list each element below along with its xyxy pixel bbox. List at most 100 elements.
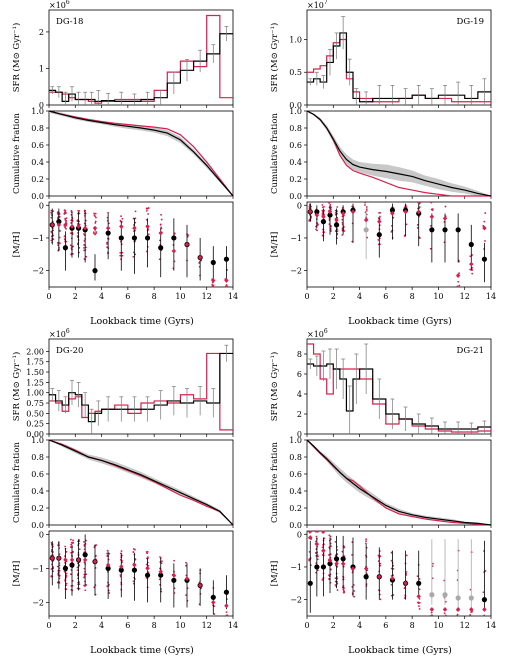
y-tick-label: −1 xyxy=(32,564,44,573)
metallicity-model-point xyxy=(50,222,55,228)
x-tick-label: 12 xyxy=(460,292,470,301)
y-tick-label: 2 xyxy=(297,410,302,419)
metallicity-observed-point xyxy=(62,565,69,572)
y-tick-label: 0.2 xyxy=(31,504,44,513)
metallicity-model-star xyxy=(132,551,135,553)
x-tick-label: 4 xyxy=(99,621,104,630)
metallicity-model-star xyxy=(65,550,68,553)
x-tick-label: 0 xyxy=(304,292,309,301)
metallicity-model-point xyxy=(145,566,150,571)
metallicity-observed-point xyxy=(314,209,320,215)
metallicity-model-star xyxy=(365,206,368,208)
metallicity-model-point xyxy=(363,566,369,571)
metallicity-observed-point xyxy=(363,574,369,580)
metallicity-model-star xyxy=(416,224,419,226)
metallicity-model-star xyxy=(458,284,461,287)
y-axis-label: Cumulative fration xyxy=(270,112,280,193)
metallicity-model-point xyxy=(377,574,382,580)
metallicity-observed-point xyxy=(82,552,88,558)
metallicity-model-point xyxy=(334,561,339,567)
metallicity-model-star xyxy=(377,239,380,241)
metallicity-model-star xyxy=(418,588,421,591)
metallicity-model-point xyxy=(455,273,461,278)
x-tick-label: 2 xyxy=(331,292,336,301)
y-tick-label: 0.0 xyxy=(289,192,302,201)
y-multiplier-exponent: 6 xyxy=(66,328,70,335)
metallicity-model-star xyxy=(392,568,395,570)
metallicity-model-point xyxy=(171,248,177,254)
metallicity-model-point xyxy=(224,603,229,609)
metallicity-model-point xyxy=(69,557,75,563)
metallicity-model-star xyxy=(76,587,79,590)
y-tick-label: 1.0 xyxy=(31,436,44,445)
metallicity-observed-point xyxy=(468,595,474,601)
metallicity-model-star xyxy=(315,530,318,533)
metallicity-model-point xyxy=(63,557,68,563)
cumulative-uncertainty-band xyxy=(49,111,233,196)
metallicity-model-point xyxy=(184,242,190,247)
metallicity-observed-point xyxy=(429,592,435,598)
y-tick-label: 1.25 xyxy=(26,378,44,387)
metallicity-model-star xyxy=(134,217,137,220)
metallicity-model-star xyxy=(342,588,345,591)
metallicity-model-star xyxy=(405,554,408,557)
y-multiplier: ×106 xyxy=(49,0,70,10)
metallicity-model-star xyxy=(93,212,95,215)
metallicity-model-star xyxy=(106,549,109,552)
y-tick-label: 0.4 xyxy=(31,158,44,167)
metallicity-observed-point xyxy=(320,564,327,570)
metallicity-model-star xyxy=(334,577,337,580)
metallicity-model-star xyxy=(78,209,81,212)
metallicity-model-point xyxy=(132,225,137,231)
metallicity-model-star xyxy=(120,550,123,552)
metallicity-model-star xyxy=(70,232,72,235)
metallicity-model-star xyxy=(106,552,109,555)
metallicity-model-star xyxy=(85,573,88,576)
metallicity-model-point xyxy=(321,548,326,554)
metallicity-model-star xyxy=(52,229,55,232)
sfr-observed-line xyxy=(307,363,491,430)
sfr-frame xyxy=(306,9,492,106)
y-tick-label: 0.4 xyxy=(289,487,302,496)
metallicity-model-star xyxy=(76,566,79,569)
metallicity-model-star xyxy=(308,558,311,561)
metallicity-model-point xyxy=(224,278,229,283)
metallicity-model-star xyxy=(334,209,337,212)
metallicity-observed-point xyxy=(131,235,138,241)
metallicity-model-star xyxy=(78,548,81,551)
metallicity-model-star xyxy=(146,552,149,555)
metallicity-model-star xyxy=(84,585,86,588)
metallicity-observed-point xyxy=(468,241,474,248)
metallicity-model-star xyxy=(132,580,135,583)
metallicity-model-star xyxy=(430,224,432,227)
x-tick-label: 14 xyxy=(228,621,238,630)
metallicity-model-star xyxy=(52,567,55,570)
metallicity-model-star xyxy=(121,217,124,220)
y-axis-label: [M/H] xyxy=(12,232,22,258)
metallicity-observed-point xyxy=(429,227,435,233)
metallicity-model-star xyxy=(76,235,79,237)
metallicity-model-star xyxy=(132,217,135,220)
metallicity-model-point xyxy=(119,564,124,570)
metallicity-model-star xyxy=(158,258,161,261)
metallicity-model-star xyxy=(106,246,108,249)
y-tick-label: 0.2 xyxy=(31,175,44,184)
metallicity-model-star xyxy=(430,611,433,614)
metallicity-model-star xyxy=(226,285,229,288)
metallicity-model-star xyxy=(108,552,111,555)
y-axis-label: SFR (M⊙ Gyr⁻¹) xyxy=(269,352,280,422)
metallicity-model-point xyxy=(63,222,68,228)
metallicity-model-point xyxy=(314,212,320,218)
x-tick-label: 14 xyxy=(486,292,496,301)
cumulative-uncertainty-band xyxy=(307,440,491,525)
metallicity-model-point xyxy=(455,607,461,612)
y-tick-label: 6 xyxy=(297,370,302,379)
metallicity-model-point xyxy=(469,261,474,267)
metallicity-model-star xyxy=(328,534,331,537)
cumulative-frame xyxy=(306,110,492,197)
cumulative-uncertainty-band xyxy=(49,440,233,525)
metallicity-model-star xyxy=(147,207,150,209)
cumulative-model-line xyxy=(48,110,234,197)
